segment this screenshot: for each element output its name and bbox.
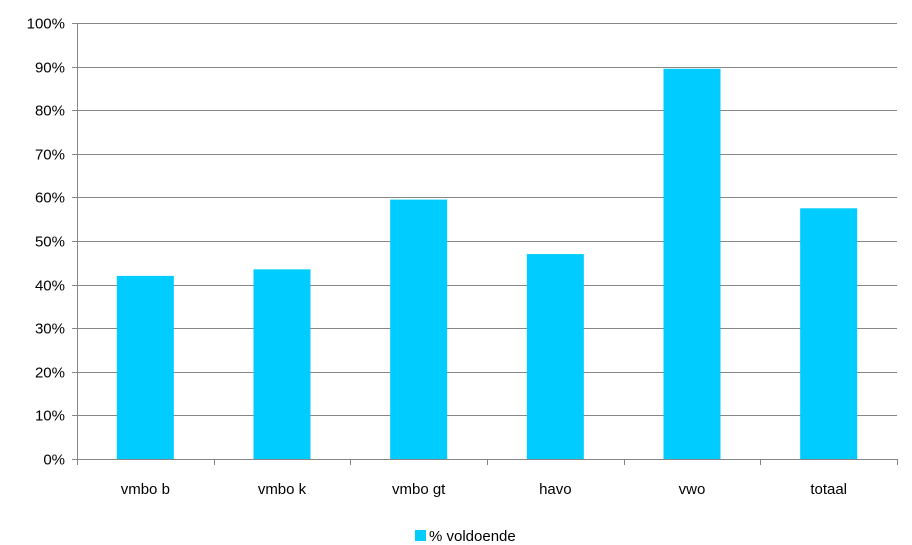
- y-tick-label: 20%: [35, 365, 65, 382]
- x-tick-label: havo: [539, 481, 572, 498]
- legend-swatch: [415, 530, 426, 541]
- legend-label: % voldoende: [429, 528, 516, 545]
- y-tick-label: 90%: [35, 60, 65, 77]
- y-tick-label: 70%: [35, 147, 65, 164]
- y-tick-label: 40%: [35, 278, 65, 295]
- x-tick-label: totaal: [810, 481, 847, 498]
- bar-vmbo-b: [116, 275, 174, 459]
- x-tick-label: vwo: [679, 481, 706, 498]
- bar-havo: [526, 254, 584, 459]
- y-axis: 0% 10% 20% 30% 40% 50% 60% 70% 80% 90% 100%: [27, 16, 78, 469]
- x-axis: vmbo b vmbo k vmbo gt havo vwo totaal: [77, 459, 898, 498]
- y-tick-label: 60%: [35, 190, 65, 207]
- y-tick-label: 10%: [35, 408, 65, 425]
- bars: [116, 68, 858, 459]
- bar-totaal: [800, 208, 858, 459]
- legend: % voldoende: [415, 528, 516, 545]
- y-tick-label: 80%: [35, 103, 65, 120]
- bar-vmbo-k: [253, 269, 311, 459]
- y-tick-label: 30%: [35, 321, 65, 338]
- gridlines: [77, 23, 897, 416]
- bar-vwo: [663, 68, 721, 459]
- x-tick-label: vmbo gt: [392, 481, 446, 498]
- x-tick-label: vmbo k: [258, 481, 307, 498]
- x-tick-label: vmbo b: [121, 481, 170, 498]
- bar-vmbo-gt: [390, 199, 448, 459]
- y-tick-label: 0%: [43, 452, 65, 469]
- y-tick-label: 100%: [27, 16, 65, 33]
- y-tick-label: 50%: [35, 234, 65, 251]
